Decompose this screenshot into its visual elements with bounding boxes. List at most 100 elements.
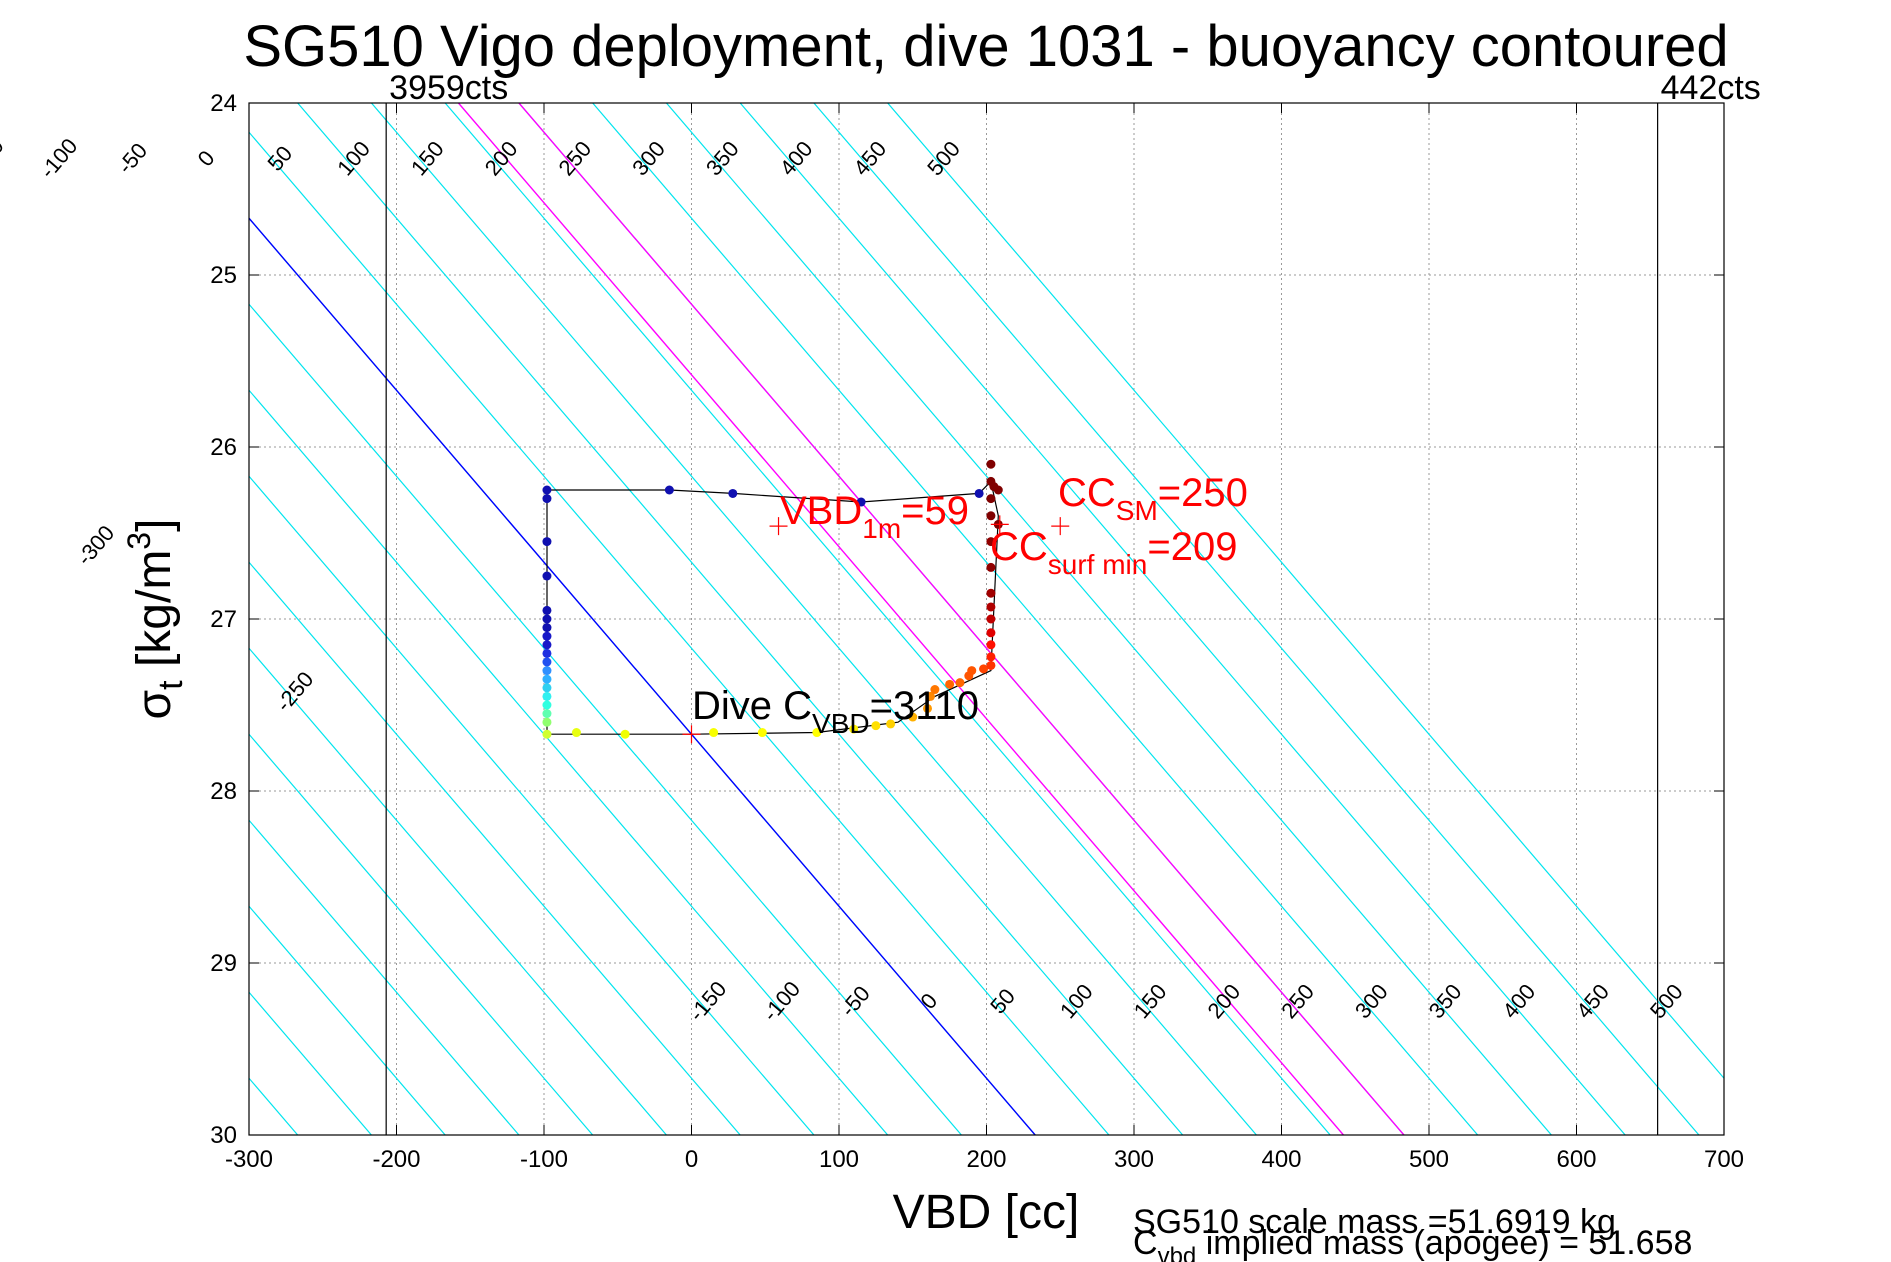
dive-point xyxy=(923,703,932,713)
marker-plus xyxy=(769,517,788,536)
x-tick-label: -200 xyxy=(372,1146,420,1173)
footer-cvbd-main: C xyxy=(1133,1224,1158,1262)
dive-point xyxy=(986,640,996,650)
x-tick-label: 100 xyxy=(819,1146,859,1173)
contour-label: -100 xyxy=(35,133,83,183)
dive-point xyxy=(974,488,984,498)
x-tick-label: 700 xyxy=(1704,1146,1744,1173)
dive-point xyxy=(542,623,552,633)
contour-lines xyxy=(0,103,1724,1135)
dive-point xyxy=(542,717,552,727)
annotation-ccsurf-main: CC xyxy=(990,525,1048,569)
annotation-ccsurf-sub: surf min xyxy=(1048,549,1148,580)
y-tick-label: 27 xyxy=(210,606,237,633)
dive-point xyxy=(709,728,719,738)
dive-point xyxy=(986,562,996,572)
contour-line xyxy=(249,303,962,1135)
contour-line xyxy=(249,131,1110,1135)
footer-cvbd-sub: vbd xyxy=(1158,1243,1197,1262)
dive-path xyxy=(546,480,999,735)
contour-line xyxy=(249,389,889,1135)
dive-point xyxy=(542,614,552,624)
dive-point xyxy=(542,494,552,504)
dive-point xyxy=(986,660,996,670)
dive-point xyxy=(986,459,996,469)
footer-implied-rest: implied mass (apogee) = 51.658 xyxy=(1196,1224,1692,1262)
contour-line xyxy=(739,103,1626,1135)
annotation-ccsm-value: =250 xyxy=(1158,471,1248,515)
dive-point xyxy=(542,640,552,650)
dive-point xyxy=(571,728,581,738)
contour-line xyxy=(249,819,520,1135)
annotation-dive-main: Dive C xyxy=(692,684,812,728)
x-tick-label: 600 xyxy=(1556,1146,1596,1173)
dive-point xyxy=(542,691,552,701)
contour-line xyxy=(249,905,446,1135)
dive-point xyxy=(986,511,996,521)
contour-line xyxy=(0,103,76,1135)
dive-point xyxy=(967,666,977,676)
dive-point xyxy=(542,666,552,676)
contour-line xyxy=(297,103,1184,1135)
marker-plus xyxy=(1051,517,1070,536)
contour-line xyxy=(370,103,1257,1135)
contour-line xyxy=(249,733,594,1135)
count-label: 3959cts xyxy=(389,69,508,107)
annotation-ccsm-sub: SM xyxy=(1116,495,1158,526)
contour-line xyxy=(887,103,1724,1080)
dive-point xyxy=(542,631,552,641)
dive-point xyxy=(986,494,996,504)
x-tick-label: 0 xyxy=(685,1146,698,1173)
dive-point xyxy=(849,724,859,734)
dive-point xyxy=(986,652,996,662)
dive-point xyxy=(542,709,552,719)
dive-point xyxy=(925,691,935,701)
contour-line xyxy=(249,647,667,1135)
x-tick-label: -100 xyxy=(520,1146,568,1173)
dive-point xyxy=(986,628,996,638)
annotation-vbd1m-sub: 1m xyxy=(862,513,901,544)
annotation-ccsm: CCSM=250 xyxy=(1058,471,1248,526)
y-tick-label: 28 xyxy=(210,778,237,805)
annotation-dive-cvbd: Dive CVBD=3110 xyxy=(692,684,979,739)
annotation-vbd1m-main: VBD xyxy=(780,489,862,533)
contour-label: 0 xyxy=(193,146,220,172)
dive-point xyxy=(542,605,552,615)
count-label: 442cts xyxy=(1661,69,1761,107)
x-tick-label: 200 xyxy=(966,1146,1006,1173)
dive-point xyxy=(542,657,552,667)
dive-point xyxy=(930,685,940,695)
dive-point xyxy=(728,488,738,498)
contour-line xyxy=(444,103,1331,1135)
svg-text:σt [kg/m3]: σt [kg/m3] xyxy=(121,519,190,720)
y-tick-label: 26 xyxy=(210,434,237,461)
y-axis-subscript: t xyxy=(152,680,190,690)
contour-line xyxy=(665,103,1552,1135)
highlight-contour xyxy=(249,217,1036,1135)
contour-label: -50 xyxy=(113,138,153,178)
contour-line xyxy=(592,103,1479,1135)
dive-point xyxy=(986,537,996,547)
dive-point xyxy=(979,664,989,674)
annotation-dive-value: =3110 xyxy=(870,684,979,728)
dive-point xyxy=(856,497,866,507)
contour-line xyxy=(249,475,815,1135)
dive-point xyxy=(986,588,996,598)
dive-point xyxy=(542,485,552,495)
y-axis-unit-close: ] xyxy=(128,519,181,532)
x-tick-label: 500 xyxy=(1409,1146,1449,1173)
annotation-vbd1m: VBD1m=59 xyxy=(780,489,969,544)
highlight-contour xyxy=(518,103,1405,1135)
dive-point xyxy=(542,648,552,658)
y-tick-label: 25 xyxy=(210,262,237,289)
x-axis-label: VBD [cc] xyxy=(893,1186,1080,1239)
dive-path-line xyxy=(546,480,999,735)
y-axis-unit: [kg/m xyxy=(128,550,181,681)
annotation-vbd1m-value: =59 xyxy=(901,489,969,533)
count-lines: 3959cts 442cts xyxy=(385,69,1761,1135)
y-tick-label: 24 xyxy=(210,90,237,117)
axis-ticks: -300 -200 -100 0 100 200 300 400 500 600 700 24 25 26… xyxy=(210,90,1744,1173)
footer-implied-mass: Cvbd implied mass (apogee) = 51.658 xyxy=(1133,1224,1692,1262)
dive-point xyxy=(908,712,918,722)
dive-point xyxy=(886,719,896,729)
